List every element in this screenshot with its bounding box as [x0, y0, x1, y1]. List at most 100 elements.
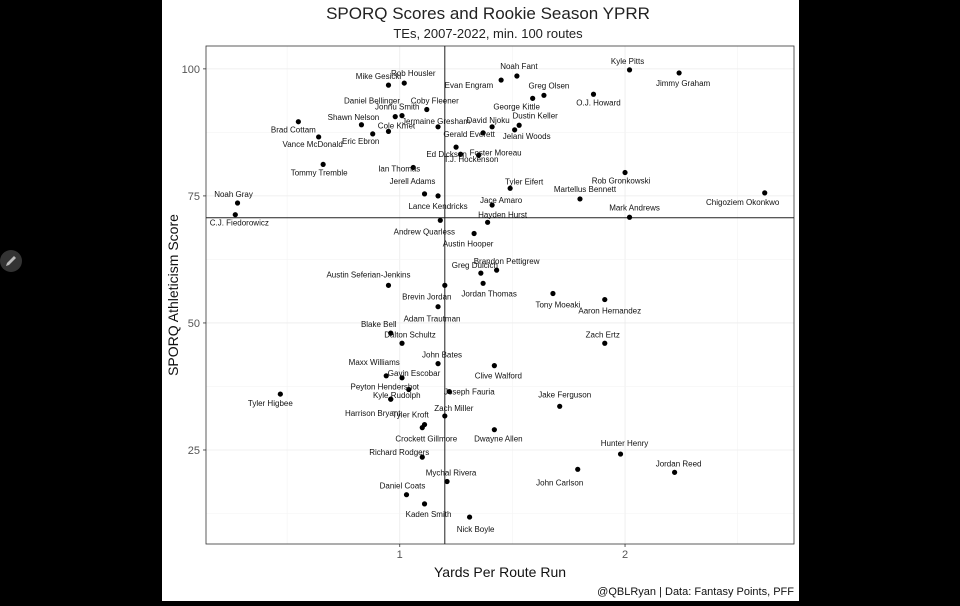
point-label: Foster Moreau	[470, 148, 522, 157]
point-label: Greg Olsen	[528, 81, 569, 90]
chart-caption: @QBLRyan | Data: Fantasy Points, PFF	[597, 586, 794, 598]
data-point	[622, 169, 628, 176]
data-point	[277, 391, 283, 397]
point-label: Cole Kmet	[378, 121, 416, 130]
point-label: Austin Seferian-Jenkins	[326, 270, 410, 279]
data-point	[385, 128, 392, 134]
data-point	[478, 270, 484, 276]
y-tick-label: 25	[188, 445, 200, 457]
data-point	[406, 386, 412, 393]
point-label: Noah Fant	[500, 62, 538, 71]
point-label: Kaden Smith	[406, 510, 452, 519]
point-label: Dwayne Allen	[474, 435, 522, 444]
point-label: Joseph Fauria	[444, 388, 495, 397]
point-label: Shawn Nelson	[328, 113, 380, 122]
data-point	[541, 92, 547, 98]
data-point	[516, 122, 522, 128]
point-label: Dustin Keller	[512, 111, 558, 120]
data-point	[392, 114, 398, 120]
data-point	[512, 127, 518, 133]
data-point	[435, 304, 441, 310]
point-label: Chigoziem Okonkwo	[706, 198, 780, 207]
data-point	[419, 425, 425, 431]
point-label: Mark Andrews	[609, 203, 660, 212]
point-label: Ian Thomas	[378, 164, 420, 173]
point-label: Jake Ferguson	[538, 390, 591, 399]
plot-panel	[205, 45, 795, 545]
x-tick-label: 2	[622, 549, 628, 561]
point-label: Harrison Bryant	[345, 409, 401, 418]
point-label: Jordan Reed	[656, 459, 702, 468]
data-point	[471, 230, 477, 237]
data-point	[424, 106, 430, 113]
point-label: Maxx Williams	[349, 358, 400, 367]
data-point	[494, 267, 500, 273]
point-label: Kyle Rudolph	[373, 391, 421, 400]
data-point	[602, 296, 608, 303]
point-label: Tyler Eifert	[505, 177, 544, 186]
data-point	[410, 164, 416, 171]
point-label: Richard Rodgers	[369, 448, 429, 457]
data-point	[453, 144, 459, 150]
point-label: Tyler Kroft	[392, 411, 429, 420]
data-point	[480, 280, 486, 286]
point-label: Blake Bell	[361, 320, 397, 329]
data-point	[383, 373, 389, 379]
data-point	[444, 478, 450, 485]
chart-page: SPORQ Scores and Rookie Season YPRR TEs,…	[162, 0, 799, 601]
point-label: Coby Fleener	[411, 97, 459, 106]
data-point	[232, 212, 238, 218]
data-point	[234, 200, 241, 206]
point-label: John Carlson	[536, 478, 583, 487]
edit-pencil-button[interactable]	[0, 250, 22, 272]
point-label: Daniel Bellinger	[344, 97, 400, 106]
data-point	[388, 396, 394, 402]
point-label: Aaron Hernandez	[578, 307, 641, 316]
axis-ticks: 1 2 25 50 75 100	[182, 64, 628, 561]
data-point	[466, 514, 473, 520]
y-tick-label: 100	[182, 64, 200, 76]
data-point	[435, 361, 441, 367]
data-point	[421, 191, 428, 197]
data-point	[491, 427, 497, 433]
data-point	[507, 185, 513, 191]
data-point	[489, 202, 495, 208]
data-point	[498, 77, 504, 83]
point-label: Brandon Pettigrew	[474, 257, 540, 266]
point-label: Jelani Woods	[503, 132, 551, 141]
data-point	[557, 403, 563, 409]
pencil-icon	[6, 256, 16, 266]
data-point	[485, 219, 491, 225]
point-label: Kyle Pitts	[611, 57, 644, 66]
point-label: Jonnu Smith	[375, 103, 419, 112]
point-label: John Bates	[422, 351, 462, 360]
point-label: Gavin Escobar	[388, 369, 441, 378]
point-label: Tony Moeaki	[535, 300, 580, 309]
reference-lines	[206, 46, 794, 544]
point-label: Brad Cottam	[271, 126, 316, 135]
data-point	[491, 363, 497, 369]
data-point	[577, 196, 583, 202]
point-label: Zach Ertz	[586, 330, 620, 339]
point-label: Eric Ebron	[342, 137, 379, 146]
point-label: Tyler Higbee	[248, 399, 293, 408]
point-label: Jermaine Gresham	[402, 117, 470, 126]
data-point	[399, 375, 405, 381]
data-point	[671, 469, 678, 475]
data-point	[388, 330, 394, 336]
data-point	[437, 217, 443, 223]
data-point	[617, 451, 624, 457]
data-point	[403, 492, 410, 498]
point-label: Clive Walford	[475, 372, 522, 381]
point-label: Martellus Bennett	[554, 185, 617, 194]
point-label: Evan Engram	[445, 81, 494, 90]
point-label: Jace Amaro	[480, 196, 523, 205]
point-label: Jordan Thomas	[461, 289, 516, 298]
point-label: Rob Gronkowski	[592, 177, 651, 186]
data-point	[489, 124, 495, 130]
data-point	[358, 122, 365, 128]
data-point	[602, 340, 608, 346]
data-point	[401, 80, 407, 86]
point-label: Noah Gray	[214, 190, 253, 199]
scatter-chart: SPORQ Scores and Rookie Season YPRR TEs,…	[165, 4, 795, 598]
